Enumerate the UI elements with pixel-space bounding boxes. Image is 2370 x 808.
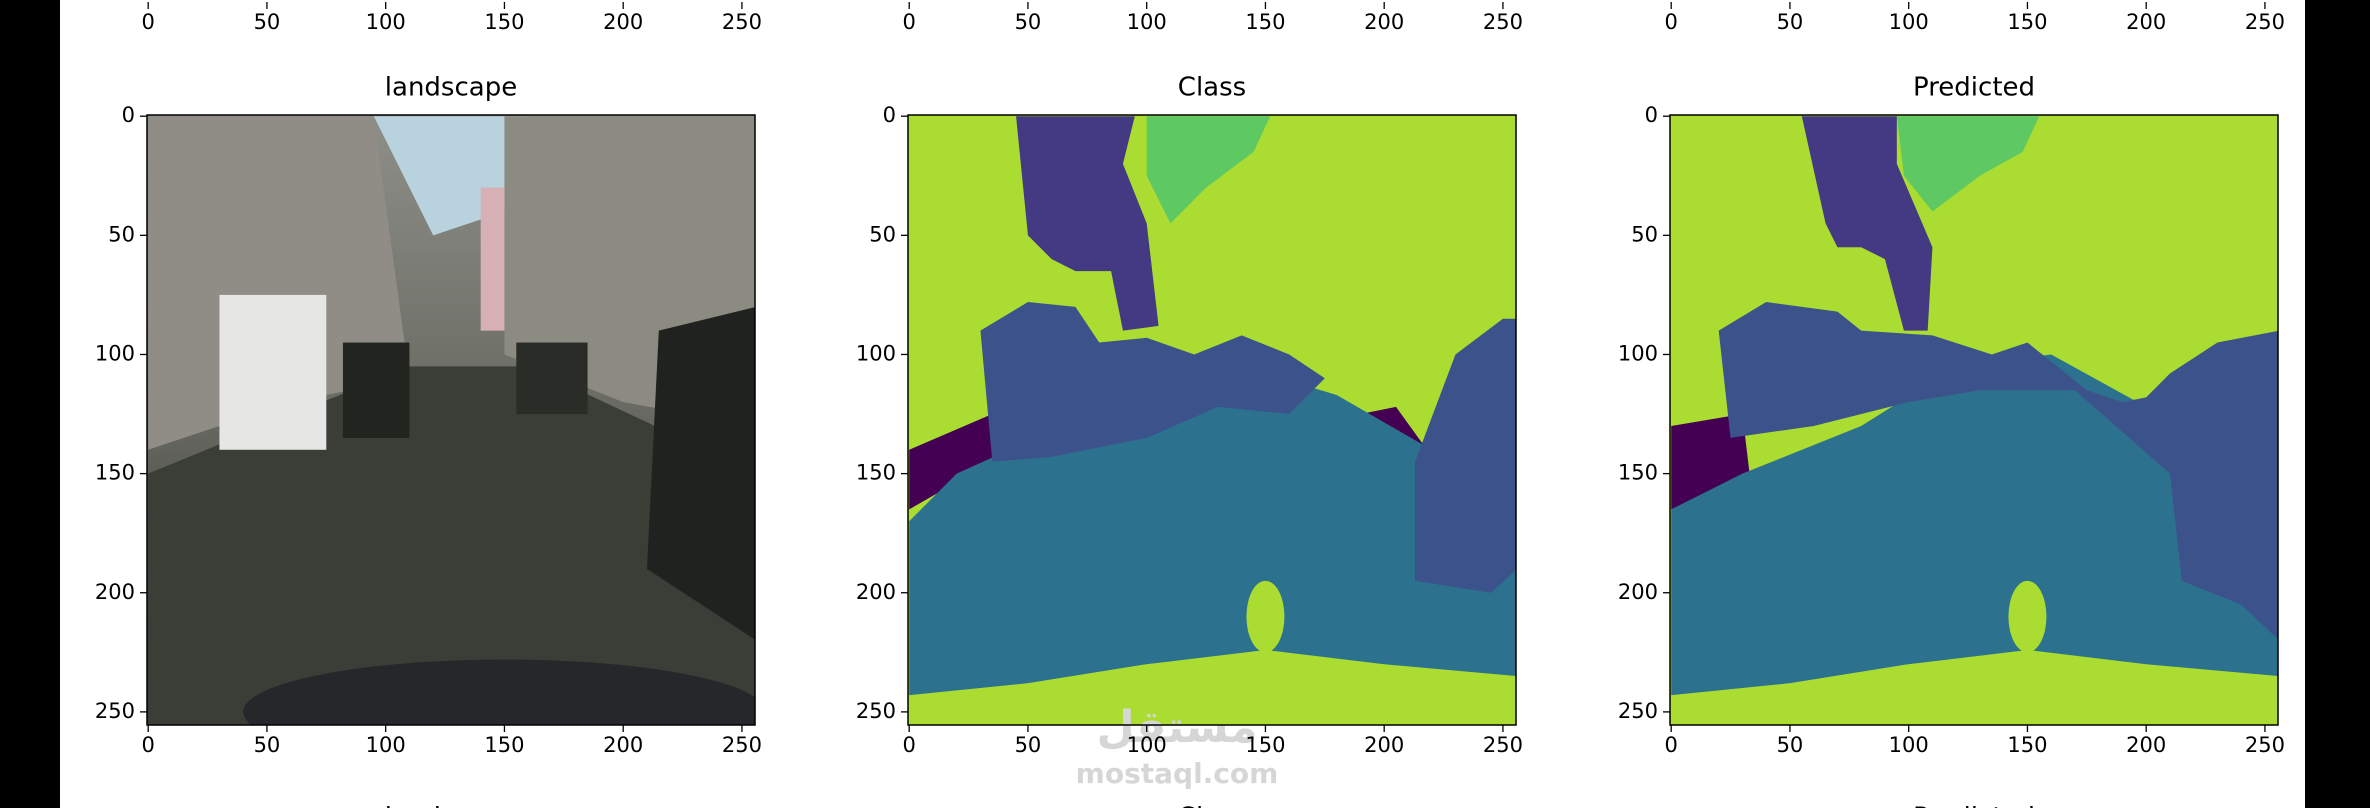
predicted-image <box>1670 115 2278 725</box>
y-tick-label: 0 <box>122 103 135 127</box>
y-tick-label: 250 <box>95 699 135 723</box>
axes-frame <box>907 114 1517 726</box>
x-tick-label: 150 <box>484 733 524 757</box>
x-tick-label: 150 <box>484 10 524 34</box>
y-tick-label: 50 <box>108 222 135 246</box>
x-tick-label: 50 <box>1777 10 1804 34</box>
x-tick-label: 0 <box>142 10 155 34</box>
y-tick-label: 150 <box>856 461 896 485</box>
x-tick-label: 200 <box>2126 733 2166 757</box>
watermark-arabic: مستقل <box>1097 702 1258 753</box>
x-tick-label: 100 <box>1889 733 1929 757</box>
x-tick-label: 150 <box>2007 733 2047 757</box>
x-tick-label: 200 <box>1364 733 1404 757</box>
x-tick-label: 200 <box>603 10 643 34</box>
axes-title: Class <box>1178 73 1246 103</box>
x-tick-label: 150 <box>1245 733 1285 757</box>
x-tick-label: 150 <box>1245 10 1285 34</box>
y-tick-label: 250 <box>856 699 896 723</box>
x-tick-label: 100 <box>1889 10 1929 34</box>
x-tick-label: 200 <box>603 733 643 757</box>
x-tick-label: 50 <box>254 733 281 757</box>
axes-frame <box>1669 114 2279 726</box>
x-tick-label: 100 <box>366 733 406 757</box>
y-tick-label: 100 <box>95 341 135 365</box>
y-tick-label: 50 <box>1631 222 1658 246</box>
x-tick-label: 250 <box>2245 733 2285 757</box>
watermark-latin: mostaql.com <box>1076 757 1279 790</box>
y-tick-label: 0 <box>883 103 896 127</box>
landscape-image <box>147 115 755 725</box>
y-tick-label: 250 <box>1618 699 1658 723</box>
x-tick-label: 200 <box>2126 10 2166 34</box>
x-tick-label: 250 <box>722 733 762 757</box>
x-tick-label: 150 <box>2007 10 2047 34</box>
x-tick-label: 100 <box>366 10 406 34</box>
x-tick-label: 50 <box>254 10 281 34</box>
y-tick-label: 100 <box>856 341 896 365</box>
y-tick-label: 0 <box>1645 103 1658 127</box>
axes-frame <box>146 114 756 726</box>
x-tick-label: 0 <box>903 10 916 34</box>
x-tick-label: 0 <box>1665 733 1678 757</box>
y-tick-label: 150 <box>1618 461 1658 485</box>
axes-title: landscape <box>385 73 517 103</box>
x-tick-label: 100 <box>1127 10 1167 34</box>
axes-title: Predicted <box>1913 73 2035 103</box>
x-tick-label: 0 <box>142 733 155 757</box>
x-tick-label: 50 <box>1777 733 1804 757</box>
y-tick-label: 200 <box>856 580 896 604</box>
x-tick-label: 0 <box>903 733 916 757</box>
x-tick-label: 50 <box>1015 10 1042 34</box>
x-tick-label: 250 <box>1483 733 1523 757</box>
axes-title: Predicted <box>1913 803 2035 808</box>
y-tick-label: 200 <box>95 580 135 604</box>
class-image <box>908 115 1516 725</box>
y-tick-label: 150 <box>95 461 135 485</box>
y-tick-label: 100 <box>1618 341 1658 365</box>
x-tick-label: 100 <box>1127 733 1167 757</box>
axes-title: landscape <box>385 803 517 808</box>
x-tick-label: 50 <box>1015 733 1042 757</box>
axes-title: Class <box>1178 803 1246 808</box>
y-tick-label: 50 <box>869 222 896 246</box>
x-tick-label: 250 <box>1483 10 1523 34</box>
y-tick-label: 200 <box>1618 580 1658 604</box>
x-tick-label: 250 <box>2245 10 2285 34</box>
x-tick-label: 0 <box>1665 10 1678 34</box>
x-tick-label: 200 <box>1364 10 1404 34</box>
x-tick-label: 250 <box>722 10 762 34</box>
